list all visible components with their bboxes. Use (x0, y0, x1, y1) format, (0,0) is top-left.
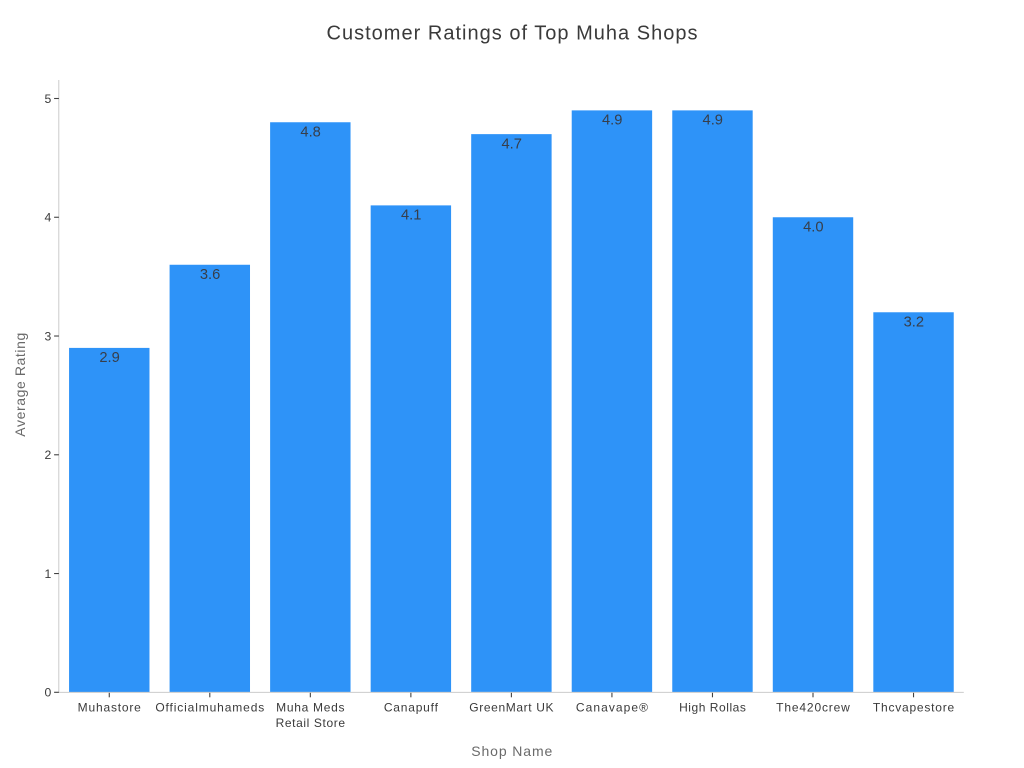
svg-text:4.1: 4.1 (401, 208, 421, 224)
svg-text:High Rollas: High Rollas (679, 701, 746, 715)
svg-text:4.7: 4.7 (501, 136, 521, 152)
svg-text:3: 3 (45, 329, 52, 343)
svg-text:Shop Name: Shop Name (471, 743, 552, 759)
svg-text:Thcvapestore: Thcvapestore (873, 701, 955, 715)
svg-text:4.9: 4.9 (602, 113, 622, 129)
svg-text:Muhastore: Muhastore (78, 701, 142, 715)
svg-text:Average Rating: Average Rating (12, 333, 28, 437)
svg-text:Muha Meds: Muha Meds (276, 701, 344, 715)
svg-text:Customer Ratings of Top Muha S: Customer Ratings of Top Muha Shops (327, 23, 698, 45)
svg-text:4.8: 4.8 (300, 124, 320, 140)
svg-text:0: 0 (45, 686, 52, 700)
svg-text:Canavape®: Canavape® (576, 701, 648, 715)
svg-text:4.9: 4.9 (703, 113, 723, 129)
svg-text:3.2: 3.2 (904, 315, 924, 331)
svg-text:Canapuff: Canapuff (384, 701, 439, 715)
svg-text:GreenMart UK: GreenMart UK (469, 701, 553, 715)
svg-text:1: 1 (45, 567, 52, 581)
svg-text:Retail Store: Retail Store (276, 716, 346, 730)
svg-text:2.9: 2.9 (99, 350, 119, 366)
svg-text:The420crew: The420crew (776, 701, 850, 715)
svg-text:2: 2 (45, 448, 52, 462)
svg-text:Officialmuhameds: Officialmuhameds (155, 701, 264, 715)
svg-text:3.6: 3.6 (200, 267, 220, 283)
svg-text:4: 4 (45, 211, 52, 225)
svg-text:5: 5 (45, 92, 52, 106)
svg-text:4.0: 4.0 (803, 220, 823, 236)
